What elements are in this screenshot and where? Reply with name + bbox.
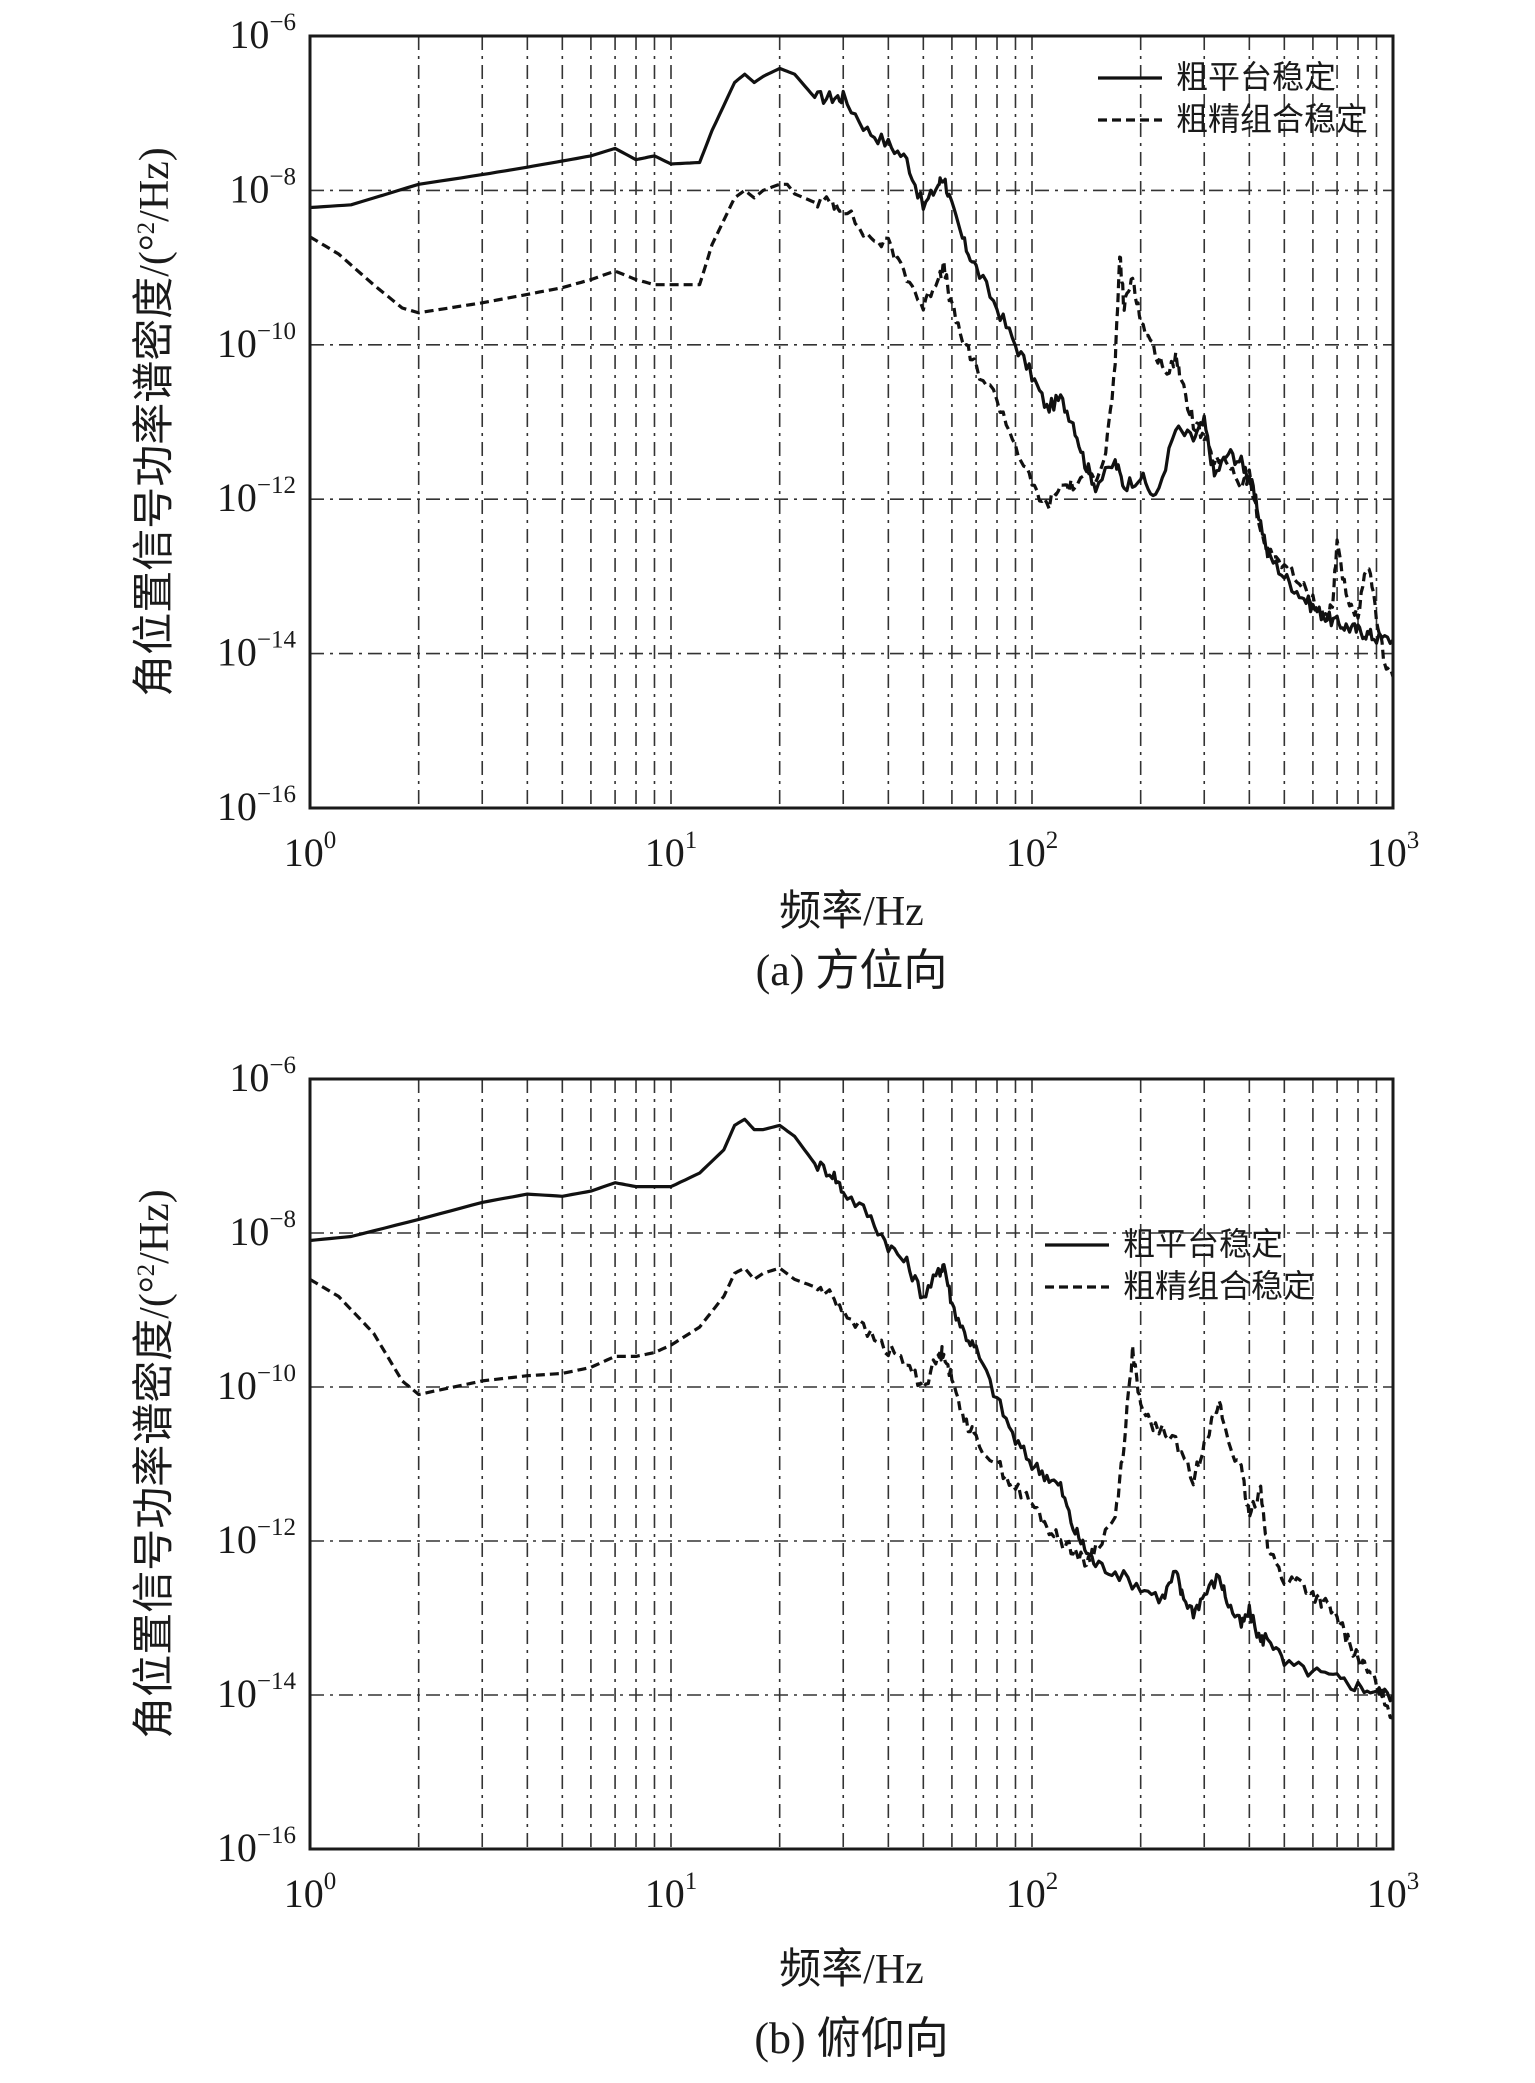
chart-caption: (b) 俯仰向: [754, 2014, 948, 2063]
y-axis-label: 角位置信号功率谱密度/(°2/Hz): [131, 147, 178, 697]
y-tick-label: 10−12: [217, 472, 296, 520]
x-tick-label: 100: [284, 827, 337, 875]
y-tick-label: 10−6: [229, 9, 296, 57]
legend-label: 粗精组合稳定: [1176, 101, 1368, 137]
legend-label: 粗精组合稳定: [1123, 1268, 1315, 1304]
x-tick-label: 101: [645, 827, 698, 875]
x-axis-label: 频率/Hz: [779, 888, 924, 935]
y-tick-label: 10−14: [217, 627, 297, 675]
y-tick-label: 10−8: [229, 1206, 296, 1254]
x-tick-label: 102: [1006, 827, 1059, 875]
y-tick-label: 10−6: [229, 1052, 296, 1100]
y-tick-label: 10−12: [217, 1514, 296, 1562]
series-line-2: [309, 1266, 1394, 1720]
plot-frame: [308, 1077, 1395, 1851]
series-line-1: [309, 1117, 1395, 1703]
plot-frame: [308, 34, 1395, 810]
x-tick-label: 103: [1367, 1868, 1420, 1916]
y-tick-label: 10−10: [217, 318, 296, 366]
x-tick-label: 103: [1367, 827, 1420, 875]
chart-panel-elevation: 100 101 102 103 10−6 10−8 10−10 10−12 10−14 10−16…: [0, 1041, 1535, 2082]
y-tick-label: 10−16: [217, 781, 296, 829]
y-axis-label: 角位置信号功率谱密度/(°2/Hz): [131, 1189, 178, 1739]
y-tick-label: 10−14: [217, 1668, 297, 1716]
legend-label: 粗平台稳定: [1123, 1226, 1283, 1262]
chart-caption: (a) 方位向: [756, 946, 948, 995]
legend-label: 粗平台稳定: [1176, 59, 1336, 95]
y-tick-label: 10−16: [217, 1822, 296, 1870]
series-line-2: [309, 182, 1395, 678]
x-axis-label: 频率/Hz: [779, 1946, 924, 1993]
x-tick-label: 102: [1006, 1868, 1059, 1916]
chart-panel-azimuth: 100 101 102 103 10−6 10−8 10−10 10−12 10−14 10−16…: [0, 0, 1535, 1041]
x-tick-label: 100: [284, 1868, 337, 1916]
chart-elevation: 100 101 102 103 10−6 10−8 10−10 10−12 10−14 10−16…: [131, 1052, 1420, 2063]
series-line-1: [309, 66, 1395, 645]
chart-azimuth: 100 101 102 103 10−6 10−8 10−10 10−12 10−14 10−16…: [131, 9, 1420, 995]
x-tick-label: 101: [645, 1868, 698, 1916]
y-tick-label: 10−8: [229, 163, 296, 211]
y-tick-label: 10−10: [217, 1360, 296, 1408]
